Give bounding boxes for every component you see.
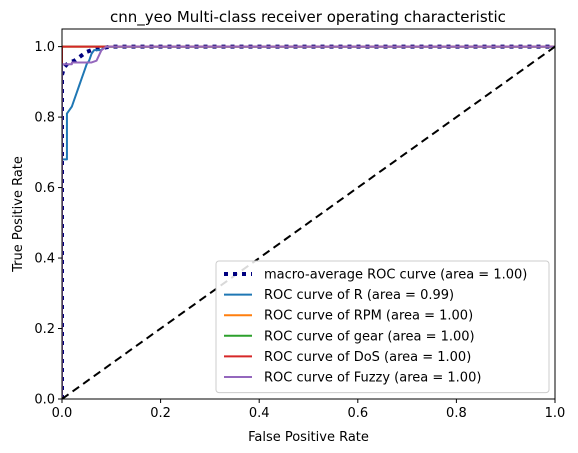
legend-box [215,260,550,394]
x-tick-label: 0.8 [446,406,467,421]
y-axis: 0.0 0.2 0.4 0.6 0.8 1.0 [34,40,62,408]
series-line-macro-average-roc-curve [62,44,555,399]
x-tick-label: 0.4 [249,406,270,421]
series-line-roc-curve-of-fuzzy [62,45,555,399]
y-tick-label: 0.0 [34,393,55,408]
x-tick-label: 0.6 [347,406,368,421]
legend-entry-label: ROC curve of R (area = 0.99) [264,288,454,303]
legend-entry-label: ROC curve of DoS (area = 1.00) [264,350,471,365]
chance-diagonal-line [62,45,556,399]
y-tick-label: 0.6 [34,181,55,196]
legend-entry-label: ROC curve of gear (area = 1.00) [264,329,475,344]
x-axis-label: False Positive Rate [248,430,369,445]
y-tick-label: 1.0 [34,40,55,55]
x-tick-label: 0.2 [150,406,171,421]
chart-title: cnn_yeo Multi-class receiver operating c… [110,8,506,27]
y-tick-label: 0.8 [34,111,55,126]
x-tick-label: 1.0 [545,406,566,421]
legend-entry-label: ROC curve of Fuzzy (area = 1.00) [264,371,481,386]
x-axis: 0.0 0.2 0.4 0.6 0.8 1.0 [52,399,566,421]
y-tick-label: 0.2 [34,322,55,337]
plot-frame [61,28,556,400]
legend-entry-label: ROC curve of RPM (area = 1.00) [264,309,473,324]
legend-entry-label: macro-average ROC curve (area = 1.00) [264,268,527,283]
legend: macro-average ROC curve (area = 1.00) ROC… [215,260,550,394]
x-tick-label: 0.0 [52,406,73,421]
y-axis-label: True Positive Rate [11,156,26,273]
y-tick-label: 0.4 [34,252,55,267]
curves-layer [62,44,556,399]
